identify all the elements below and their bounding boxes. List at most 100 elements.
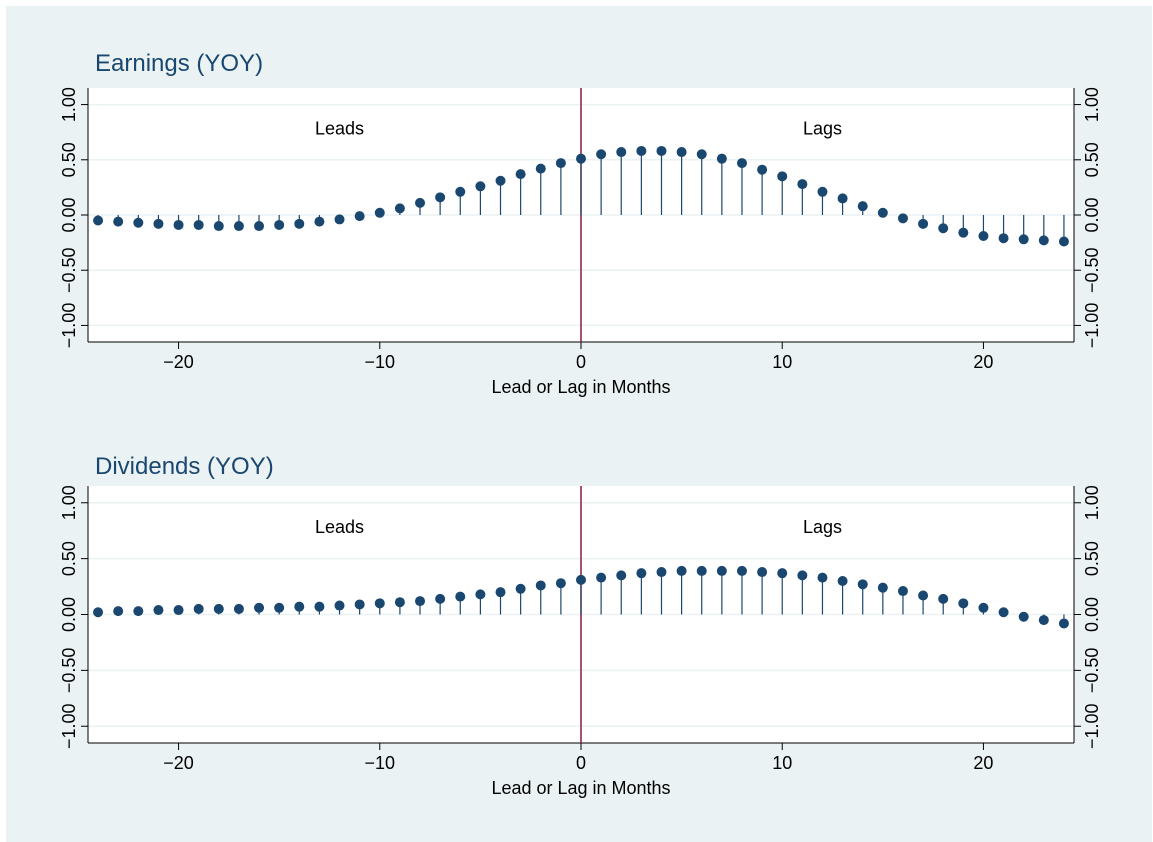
panel-2-x-tick-label: 10 — [772, 753, 792, 773]
panel-1-data-point — [596, 149, 607, 160]
panel-2-data-point — [676, 565, 687, 576]
panel-1-data-point — [515, 169, 526, 180]
panel-1-data-point — [676, 147, 687, 158]
panel-1-data-point — [153, 218, 164, 229]
panel-2-title: Dividends (YOY) — [95, 453, 274, 480]
panel-2-x-tick-label: 0 — [576, 753, 586, 773]
panel-1-y-tick-label-right: 0.00 — [1082, 197, 1102, 232]
panel-2-data-point — [1018, 611, 1029, 622]
panel-1-data-point — [274, 219, 285, 230]
panel-2-data-point — [576, 574, 586, 585]
panel-1-data-point — [133, 217, 144, 228]
panel-2-data-point — [958, 598, 969, 609]
panel-2-data-point — [1038, 615, 1049, 626]
panel-2-data-point — [777, 568, 788, 579]
panel-1-data-point — [254, 221, 265, 232]
panel-2-data-point — [213, 603, 224, 614]
panel-2-data-point — [716, 565, 727, 576]
panel-1-title: Earnings (YOY) — [95, 50, 263, 77]
panel-1-data-point — [857, 201, 868, 212]
panel-1-data-point — [233, 221, 244, 232]
panel-1-data-point — [636, 145, 647, 156]
panel-1-data-point — [656, 145, 667, 156]
panel-1-annotation-leads: Leads — [315, 118, 364, 138]
panel-1-y-tick-label: −1.00 — [59, 303, 79, 349]
panel-1-data-point — [1038, 235, 1049, 246]
panel-1-x-axis-label: Lead or Lag in Months — [491, 377, 670, 397]
panel-2-data-point — [696, 565, 707, 576]
chart-canvas: Earnings (YOY) −1.00 −1.00 −0.50 −0.50 0.00 0… — [59, 50, 1102, 798]
panel-2-data-point — [274, 602, 285, 613]
panel-1-data-point — [978, 230, 989, 241]
panel-1-data-point — [998, 233, 1009, 244]
panel-2-y-tick-label-right: 0.00 — [1082, 597, 1102, 632]
panel-2-data-point — [153, 605, 164, 616]
panel-2-data-point — [918, 590, 929, 601]
panel-2-data-point — [294, 601, 305, 612]
panel-1-y-tick-label: 1.00 — [59, 87, 79, 122]
panel-2-y-tick-label: 1.00 — [59, 485, 79, 520]
panel-1-data-point — [193, 219, 204, 230]
panel-2-data-point — [998, 607, 1009, 618]
panel-2-data-point — [394, 597, 405, 608]
panel-1-x-tick-label: 10 — [772, 352, 792, 372]
panel-1-data-point — [374, 207, 385, 218]
panel-2-data-point — [254, 602, 265, 613]
panel-2-data-point — [535, 580, 546, 591]
panel-2-annotation-lags: Lags — [803, 517, 842, 537]
panel-2-data-point — [475, 589, 486, 600]
panel-2-y-tick-label: 0.00 — [59, 597, 79, 632]
panel-2-data-point — [736, 565, 747, 576]
panel-2-data-point — [978, 602, 989, 613]
panel-2-data-point — [173, 605, 184, 616]
panel-2-x-tick-label: 20 — [973, 753, 993, 773]
panel-1-data-point — [696, 149, 707, 160]
panel-2-y-tick-label-right: −0.50 — [1082, 648, 1102, 694]
panel-1-y-tick-label-right: 0.50 — [1082, 142, 1102, 177]
panel-1-data-point — [958, 227, 969, 238]
panel-1-data-point — [173, 219, 184, 230]
panel-1-data-point — [757, 164, 768, 175]
panel-2-y-tick-label: 0.50 — [59, 541, 79, 576]
panel-2-data-point — [636, 568, 647, 579]
panel-1-data-point — [576, 153, 586, 164]
panel-1-data-point — [797, 179, 808, 190]
panel-1-data-point — [736, 158, 747, 169]
panel-1-plot: −1.00 −1.00 −0.50 −0.50 0.00 0.00 0.50 0.50 1.00… — [59, 87, 1102, 372]
panel-1-data-point — [616, 147, 627, 158]
panel-1-data-point — [93, 215, 104, 226]
panel-2-y-tick-label-right: 0.50 — [1082, 541, 1102, 576]
panel-2-x-tick-label: −10 — [365, 753, 396, 773]
panel-2-data-point — [938, 593, 949, 604]
panel-2-data-point — [193, 603, 204, 614]
panel-2-data-point — [757, 567, 768, 578]
panel-2-data-point — [354, 599, 365, 610]
panel-1-y-tick-label-right: −1.00 — [1082, 303, 1102, 349]
panel-2-data-point — [314, 601, 325, 612]
panel-2-data-point — [133, 606, 144, 617]
panel-1-y-tick-label-right: 1.00 — [1082, 87, 1102, 122]
panel-1-data-point — [475, 181, 486, 192]
panel-1-y-tick-label: −0.50 — [59, 247, 79, 293]
panel-1-data-point — [435, 192, 446, 203]
panel-1-data-point — [294, 218, 305, 229]
panel-1-y-tick-label: 0.50 — [59, 142, 79, 177]
panel-2-data-point — [374, 598, 385, 609]
panel-2-y-tick-label-right: 1.00 — [1082, 485, 1102, 520]
panel-1-y-tick-label-right: −0.50 — [1082, 247, 1102, 293]
panel-1-x-tick-label: −10 — [365, 352, 396, 372]
panel-1-data-point — [213, 221, 224, 232]
panel-2-data-point — [415, 596, 426, 607]
chart-figure: Earnings (YOY) −1.00 −1.00 −0.50 −0.50 0.00 0… — [6, 6, 1152, 842]
panel-1-data-point — [495, 175, 506, 186]
panel-2-data-point — [797, 570, 808, 581]
panel-1-data-point — [555, 158, 566, 169]
panel-2-data-point — [334, 600, 345, 611]
panel-2-data-point — [596, 572, 607, 583]
panel-1-data-point — [938, 223, 949, 234]
panel-2-data-point — [616, 570, 627, 581]
panel-1-data-point — [1018, 234, 1029, 245]
panel-2-annotation-leads: Leads — [315, 517, 364, 537]
panel-1-x-tick-label: 0 — [576, 352, 586, 372]
panel-1-data-point — [394, 203, 405, 214]
